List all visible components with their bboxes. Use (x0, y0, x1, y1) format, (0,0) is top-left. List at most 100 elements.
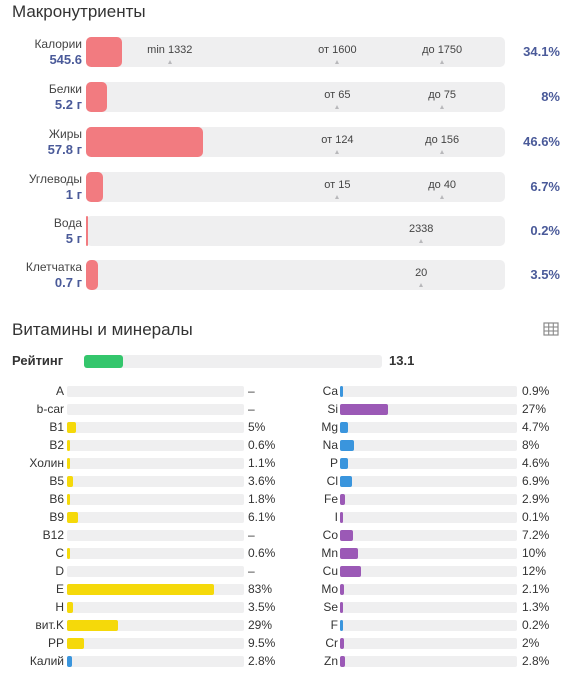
nutrient-name: P (329, 456, 338, 470)
macro-percent: 34.1% (523, 44, 560, 59)
macro-norm-tick (440, 150, 445, 154)
nutrient-row[interactable]: Холин 1.1% (12, 455, 560, 471)
macro-row: Жиры 57.8 г от 124 до 156 46.6% (0, 127, 572, 161)
nutrient-value: 4.6% (522, 456, 550, 470)
nutrient-row[interactable]: Fe 2.9% (12, 491, 560, 507)
macro-bar-fill (86, 260, 98, 290)
nutrient-value: – (248, 528, 255, 542)
nutrient-bar (67, 494, 244, 505)
macro-norm-label: min 1332 (147, 44, 193, 56)
macro-norm-label: от 15 (324, 179, 351, 191)
macro-bar[interactable]: от 65 до 75 (86, 82, 505, 112)
nutrient-bar-fill (67, 548, 70, 559)
nutrient-row[interactable]: b-car – (12, 401, 560, 417)
nutrient-bar (340, 476, 517, 487)
nutrient-name: E (55, 582, 64, 596)
nutrient-row[interactable]: Zn 2.8% (12, 653, 560, 669)
nutrient-row[interactable]: B1 5% (12, 419, 560, 435)
table-grid-icon[interactable] (543, 321, 559, 337)
nutrient-bar-fill (340, 458, 349, 469)
nutrient-row[interactable]: D – (12, 563, 560, 579)
macro-row: Белки 5.2 г от 65 до 75 8% (0, 82, 572, 116)
nutrient-bar (340, 620, 517, 631)
nutrient-bar-fill (340, 476, 353, 487)
nutrient-bar-fill (340, 620, 343, 631)
nutrient-bar (67, 512, 244, 523)
macro-percent: 8% (541, 89, 560, 104)
nutrient-row[interactable]: PP 9.5% (12, 635, 560, 651)
nutrient-name: B12 (42, 528, 64, 542)
nutrient-bar (340, 584, 517, 595)
macro-row: Калории 545.6 min 1332 от 1600 до 1750 34.1% (0, 37, 572, 71)
nutrient-bar-fill (340, 530, 353, 541)
nutrient-row[interactable]: B5 3.6% (12, 473, 560, 489)
nutrient-value: 2% (522, 636, 540, 650)
macro-bar-fill (86, 216, 88, 246)
macro-norm-tick (440, 195, 445, 199)
nutrient-bar (340, 530, 517, 541)
nutrient-value: 27% (522, 402, 547, 416)
nutrient-row[interactable]: B6 1.8% (12, 491, 560, 507)
nutrient-name: I (334, 510, 338, 524)
nutrient-row[interactable]: F 0.2% (12, 617, 560, 633)
macro-value: 0.7 г (54, 275, 82, 290)
nutrient-row[interactable]: I 0.1% (12, 509, 560, 525)
nutrient-value: 6.1% (248, 510, 276, 524)
nutrient-bar-fill (340, 584, 344, 595)
nutrient-bar (340, 386, 517, 397)
nutrient-row[interactable]: Cr 2% (12, 635, 560, 651)
nutrient-value: 83% (248, 582, 273, 596)
nutrient-row[interactable]: Si 27% (12, 401, 560, 417)
nutrient-value: 4.7% (522, 420, 550, 434)
nutrient-value: 10% (522, 546, 547, 560)
macro-bar[interactable]: 20 (86, 260, 505, 290)
nutrient-row[interactable]: вит.K 29% (12, 617, 560, 633)
macro-value: 5.2 г (54, 97, 82, 112)
nutrient-name: A (55, 384, 64, 398)
nutrient-name: вит.K (35, 618, 64, 632)
nutrient-row[interactable]: Mn 10% (12, 545, 560, 561)
macro-label: Калории 545.6 (34, 37, 82, 67)
nutrient-bar (340, 404, 517, 415)
nutrient-row[interactable]: B9 6.1% (12, 509, 560, 525)
nutrient-name: F (330, 618, 338, 632)
nutrient-row[interactable]: C 0.6% (12, 545, 560, 561)
nutrient-row[interactable]: P 4.6% (12, 455, 560, 471)
macro-norm-label: 20 (415, 267, 428, 279)
nutrient-row[interactable]: A – (12, 383, 560, 399)
nutrient-row[interactable]: B12 – (12, 527, 560, 543)
macro-bar[interactable]: от 124 до 156 (86, 127, 505, 157)
rating-label: Рейтинг (12, 353, 64, 368)
nutrient-name: Mg (321, 420, 338, 434)
nutrient-name: PP (47, 636, 64, 650)
nutrient-bar (340, 440, 517, 451)
nutrient-value: – (248, 564, 255, 578)
macro-value: 1 г (65, 187, 82, 202)
nutrient-value: 2.9% (522, 492, 550, 506)
nutrient-bar-fill (340, 656, 345, 667)
nutrient-row[interactable]: Se 1.3% (12, 599, 560, 615)
macro-bar[interactable]: min 1332 от 1600 до 1750 (86, 37, 505, 67)
nutrient-value: 1.3% (522, 600, 550, 614)
nutrient-row[interactable]: Ca 0.9% (12, 383, 560, 399)
macro-bar[interactable]: от 15 до 40 (86, 172, 505, 202)
nutrient-bar (67, 620, 244, 631)
nutrient-bar (340, 548, 517, 559)
nutrient-bar-fill (340, 404, 388, 415)
nutrient-row[interactable]: Cl 6.9% (12, 473, 560, 489)
macro-norm-label: до 75 (428, 89, 457, 101)
nutrient-row[interactable]: H 3.5% (12, 599, 560, 615)
nutrient-row[interactable]: E 83% (12, 581, 560, 597)
macro-name: Жиры (48, 127, 82, 141)
nutrient-row[interactable]: Mo 2.1% (12, 581, 560, 597)
macro-bar[interactable]: 2338 (86, 216, 505, 246)
macro-norm-tick (440, 60, 445, 64)
nutrient-row[interactable]: B2 0.6% (12, 437, 560, 453)
nutrient-row[interactable]: Калий 2.8% (12, 653, 560, 669)
nutrient-name: B2 (49, 438, 64, 452)
nutrient-row[interactable]: Mg 4.7% (12, 419, 560, 435)
nutrient-row[interactable]: Cu 12% (12, 563, 560, 579)
nutrient-row[interactable]: Na 8% (12, 437, 560, 453)
nutrient-bar-fill (67, 512, 78, 523)
nutrient-row[interactable]: Co 7.2% (12, 527, 560, 543)
